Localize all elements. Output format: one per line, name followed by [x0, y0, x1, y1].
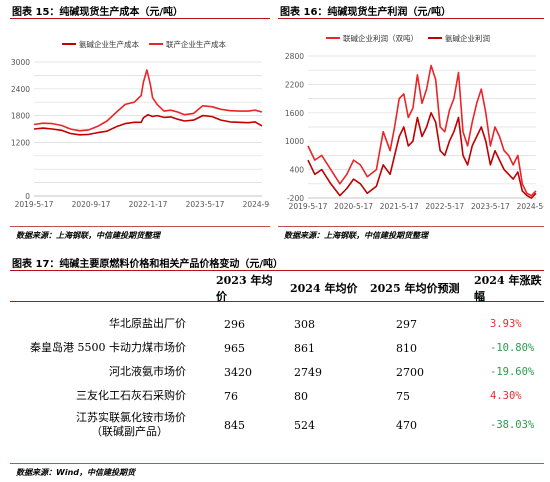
series-line-2: [33, 69, 263, 132]
figure17-title-rule: [10, 270, 544, 271]
figure16-source: 数据来源：上海钢联，中信建投期货整理: [284, 231, 428, 240]
series-line-1: [307, 64, 537, 197]
cell-change: -19.60%: [490, 366, 535, 378]
y-tick-label: 1600: [285, 109, 304, 118]
x-tick-label: 2020-5-17: [334, 202, 373, 211]
x-tick-label: 2021-5-17: [380, 202, 419, 211]
figure16-source-rule: [278, 226, 544, 227]
cell-2025: 2700: [396, 365, 424, 379]
cell-2024: 2749: [294, 365, 322, 379]
header-cell: 2024 年涨跌幅: [474, 274, 542, 303]
figure17-title: 图表 17：纯碱主要原燃料价格和相关产品价格变动（元/吨）: [12, 259, 284, 270]
header-cell: 2024 年均价: [290, 282, 358, 295]
y-tick-label: 0: [25, 192, 30, 201]
table-row: 三友化工石灰石采购价 76 80 75 4.30%: [10, 384, 544, 408]
x-tick-label: 2020-9-17: [72, 200, 111, 209]
y-tick-label: 2200: [285, 80, 304, 89]
y-tick-label: 400: [290, 166, 305, 175]
x-tick-label: 2023-5-17: [186, 200, 225, 209]
table-row: 河北液氨市场价 3420 2749 2700 -19.60%: [10, 360, 544, 384]
x-tick-label: 2019-5-17: [15, 200, 54, 209]
x-tick-label: 2024-5-17: [517, 202, 544, 211]
series-line-1: [33, 113, 263, 136]
legend-label-1: 氨碱企业生产成本: [79, 39, 139, 49]
legend-label-1: 联碱企业利润（双吨）: [343, 33, 418, 43]
header-cell: 2023 年均价: [216, 274, 273, 303]
table-row: 华北原盐出厂价 296 308 297 3.93%: [10, 312, 544, 336]
row-label: 秦皇岛港 5500 卡动力煤市场价: [30, 341, 186, 354]
y-tick-label: 2400: [11, 85, 30, 94]
figure15-source-rule: [10, 226, 270, 227]
y-tick-label: 3000: [11, 58, 30, 67]
cell-2024: 80: [294, 389, 308, 403]
figure16-title-rule: [278, 18, 544, 19]
x-tick-label: 2023-5-17: [471, 202, 510, 211]
cell-2025: 297: [396, 317, 417, 331]
row-label: 三友化工石灰石采购价: [76, 389, 186, 402]
x-tick-label: 2022-5-17: [425, 202, 464, 211]
series-line-2: [307, 112, 537, 199]
x-tick-label: 2019-5-17: [289, 202, 328, 211]
header-cell: 2025 年均价预测: [370, 282, 460, 295]
cell-2023: 76: [224, 389, 238, 403]
cell-2024: 861: [294, 341, 315, 355]
figure16-title: 图表 16：纯碱现货生产利润（元/吨）: [280, 7, 452, 18]
legend-label-2: 氨碱企业利润: [445, 33, 490, 43]
table-row: 江苏实联氯化铵市场价 （联碱副产品） 845 524 470 -38.03%: [10, 408, 544, 442]
y-tick-label: -200: [287, 194, 304, 203]
y-tick-label: 2800: [285, 52, 304, 61]
cell-change: 3.93%: [490, 318, 522, 330]
y-tick-label: 1800: [11, 112, 30, 121]
figure17-source: 数据来源：Wind，中信建投期货: [16, 468, 135, 477]
row-label-line1: 江苏实联氯化铵市场价: [76, 411, 186, 424]
figure17-source-rule: [10, 463, 544, 464]
x-tick-label: 2022-1-17: [129, 200, 168, 209]
cell-change: 4.30%: [490, 390, 522, 402]
figure15-title: 图表 15：纯碱现货生产成本（元/吨）: [12, 7, 184, 18]
table-header-row: 2023 年均价 2024 年均价 2025 年均价预测 2024 年涨跌幅: [10, 274, 544, 303]
row-label-line2: （联碱副产品）: [91, 425, 168, 438]
figure15-title-rule: [10, 18, 270, 19]
cell-2024: 308: [294, 317, 315, 331]
y-tick-label: 1200: [11, 138, 30, 147]
row-label: 江苏实联氯化铵市场价 （联碱副产品）: [10, 411, 190, 439]
cell-change: -38.03%: [490, 419, 535, 431]
row-label: 华北原盐出厂价: [109, 317, 186, 330]
cell-2023: 965: [224, 341, 245, 355]
cell-2023: 845: [224, 418, 245, 432]
row-label: 河北液氨市场价: [109, 365, 186, 378]
legend-label-2: 联产企业生产成本: [166, 39, 226, 49]
cell-2023: 296: [224, 317, 245, 331]
cell-change: -10.80%: [490, 342, 535, 354]
table-row: 秦皇岛港 5500 卡动力煤市场价 965 861 810 -10.80%: [10, 336, 544, 360]
x-tick-label: 2024-9-17: [243, 200, 270, 209]
price-table: 2023 年均价 2024 年均价 2025 年均价预测 2024 年涨跌幅 华…: [10, 274, 544, 442]
cell-2025: 470: [396, 418, 417, 432]
figure16-chart: -200 400 1000 1600 2200 2800 2019-5-17 2020-5-1…: [285, 33, 544, 211]
figure15-source: 数据来源：上海钢联，中信建投期货整理: [16, 231, 160, 240]
cell-2025: 75: [396, 389, 410, 403]
cell-2023: 3420: [224, 365, 252, 379]
figure15-chart: 0 1200 1800 2400 3000 2019-5-17 2020-9-17 2022-…: [11, 39, 270, 209]
y-tick-label: 1000: [285, 137, 304, 146]
cell-2025: 810: [396, 341, 417, 355]
cell-2024: 524: [294, 418, 315, 432]
